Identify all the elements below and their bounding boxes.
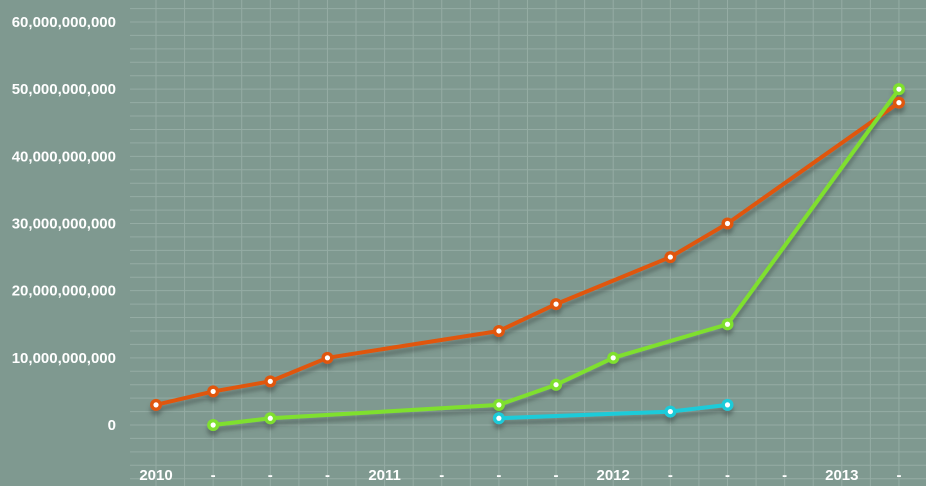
series-2-point-center	[610, 355, 616, 361]
x-tick-label: -	[439, 467, 444, 484]
series-2-point-center	[553, 382, 559, 388]
series-3-point-center	[724, 402, 731, 408]
y-tick-label: 60,000,000,000	[12, 14, 116, 31]
x-tick-label: -	[268, 467, 273, 484]
series-2-point-center	[896, 86, 902, 92]
series-1-point-center	[724, 220, 731, 227]
series-3	[492, 398, 734, 425]
series-1-point-center	[153, 402, 159, 408]
series-1-point-center	[896, 100, 902, 106]
y-axis: 60,000,000,000 50,000,000,000 40,000,000,0…	[12, 14, 116, 434]
series-2	[207, 83, 905, 431]
series-2-point-center	[267, 415, 273, 421]
x-tick-label: -	[782, 467, 787, 484]
x-tick-label: -	[554, 467, 559, 484]
x-tick-label: 2010	[139, 467, 172, 484]
x-tick-label: -	[896, 467, 901, 484]
x-tick-label: -	[725, 467, 730, 484]
x-tick-label: 2012	[597, 467, 630, 484]
series-3-point-center	[496, 415, 502, 421]
y-tick-label: 50,000,000,000	[12, 81, 116, 98]
x-axis: 2010 - - - 2011 - - - 2012 - - - 2013 -	[139, 467, 901, 484]
series-2-point-center	[724, 321, 731, 327]
series-1-point-center	[210, 388, 216, 395]
y-tick-label: 30,000,000,000	[12, 216, 116, 233]
grid-lines	[130, 0, 926, 486]
y-tick-label: 40,000,000,000	[12, 148, 116, 165]
y-tick-label: 0	[108, 417, 116, 434]
series-1-point-center	[324, 355, 331, 361]
x-tick-label: -	[325, 467, 330, 484]
series-1-point-center	[553, 301, 559, 307]
series-2-point-center	[210, 422, 216, 428]
y-tick-label: 20,000,000,000	[12, 283, 116, 300]
series-1	[150, 96, 905, 411]
x-tick-label: -	[496, 467, 501, 484]
x-tick-label: 2013	[825, 467, 858, 484]
series-1-point-center	[667, 254, 673, 260]
x-tick-label: -	[668, 467, 673, 484]
series-3-point-center	[667, 408, 673, 415]
series-1-point-center	[267, 378, 273, 384]
series-1-point-center	[496, 328, 502, 334]
series-2-point-center	[496, 402, 502, 408]
x-tick-label: -	[211, 467, 216, 484]
y-tick-label: 10,000,000,000	[12, 350, 116, 367]
x-tick-label: 2011	[368, 467, 401, 484]
series-group	[150, 83, 905, 431]
